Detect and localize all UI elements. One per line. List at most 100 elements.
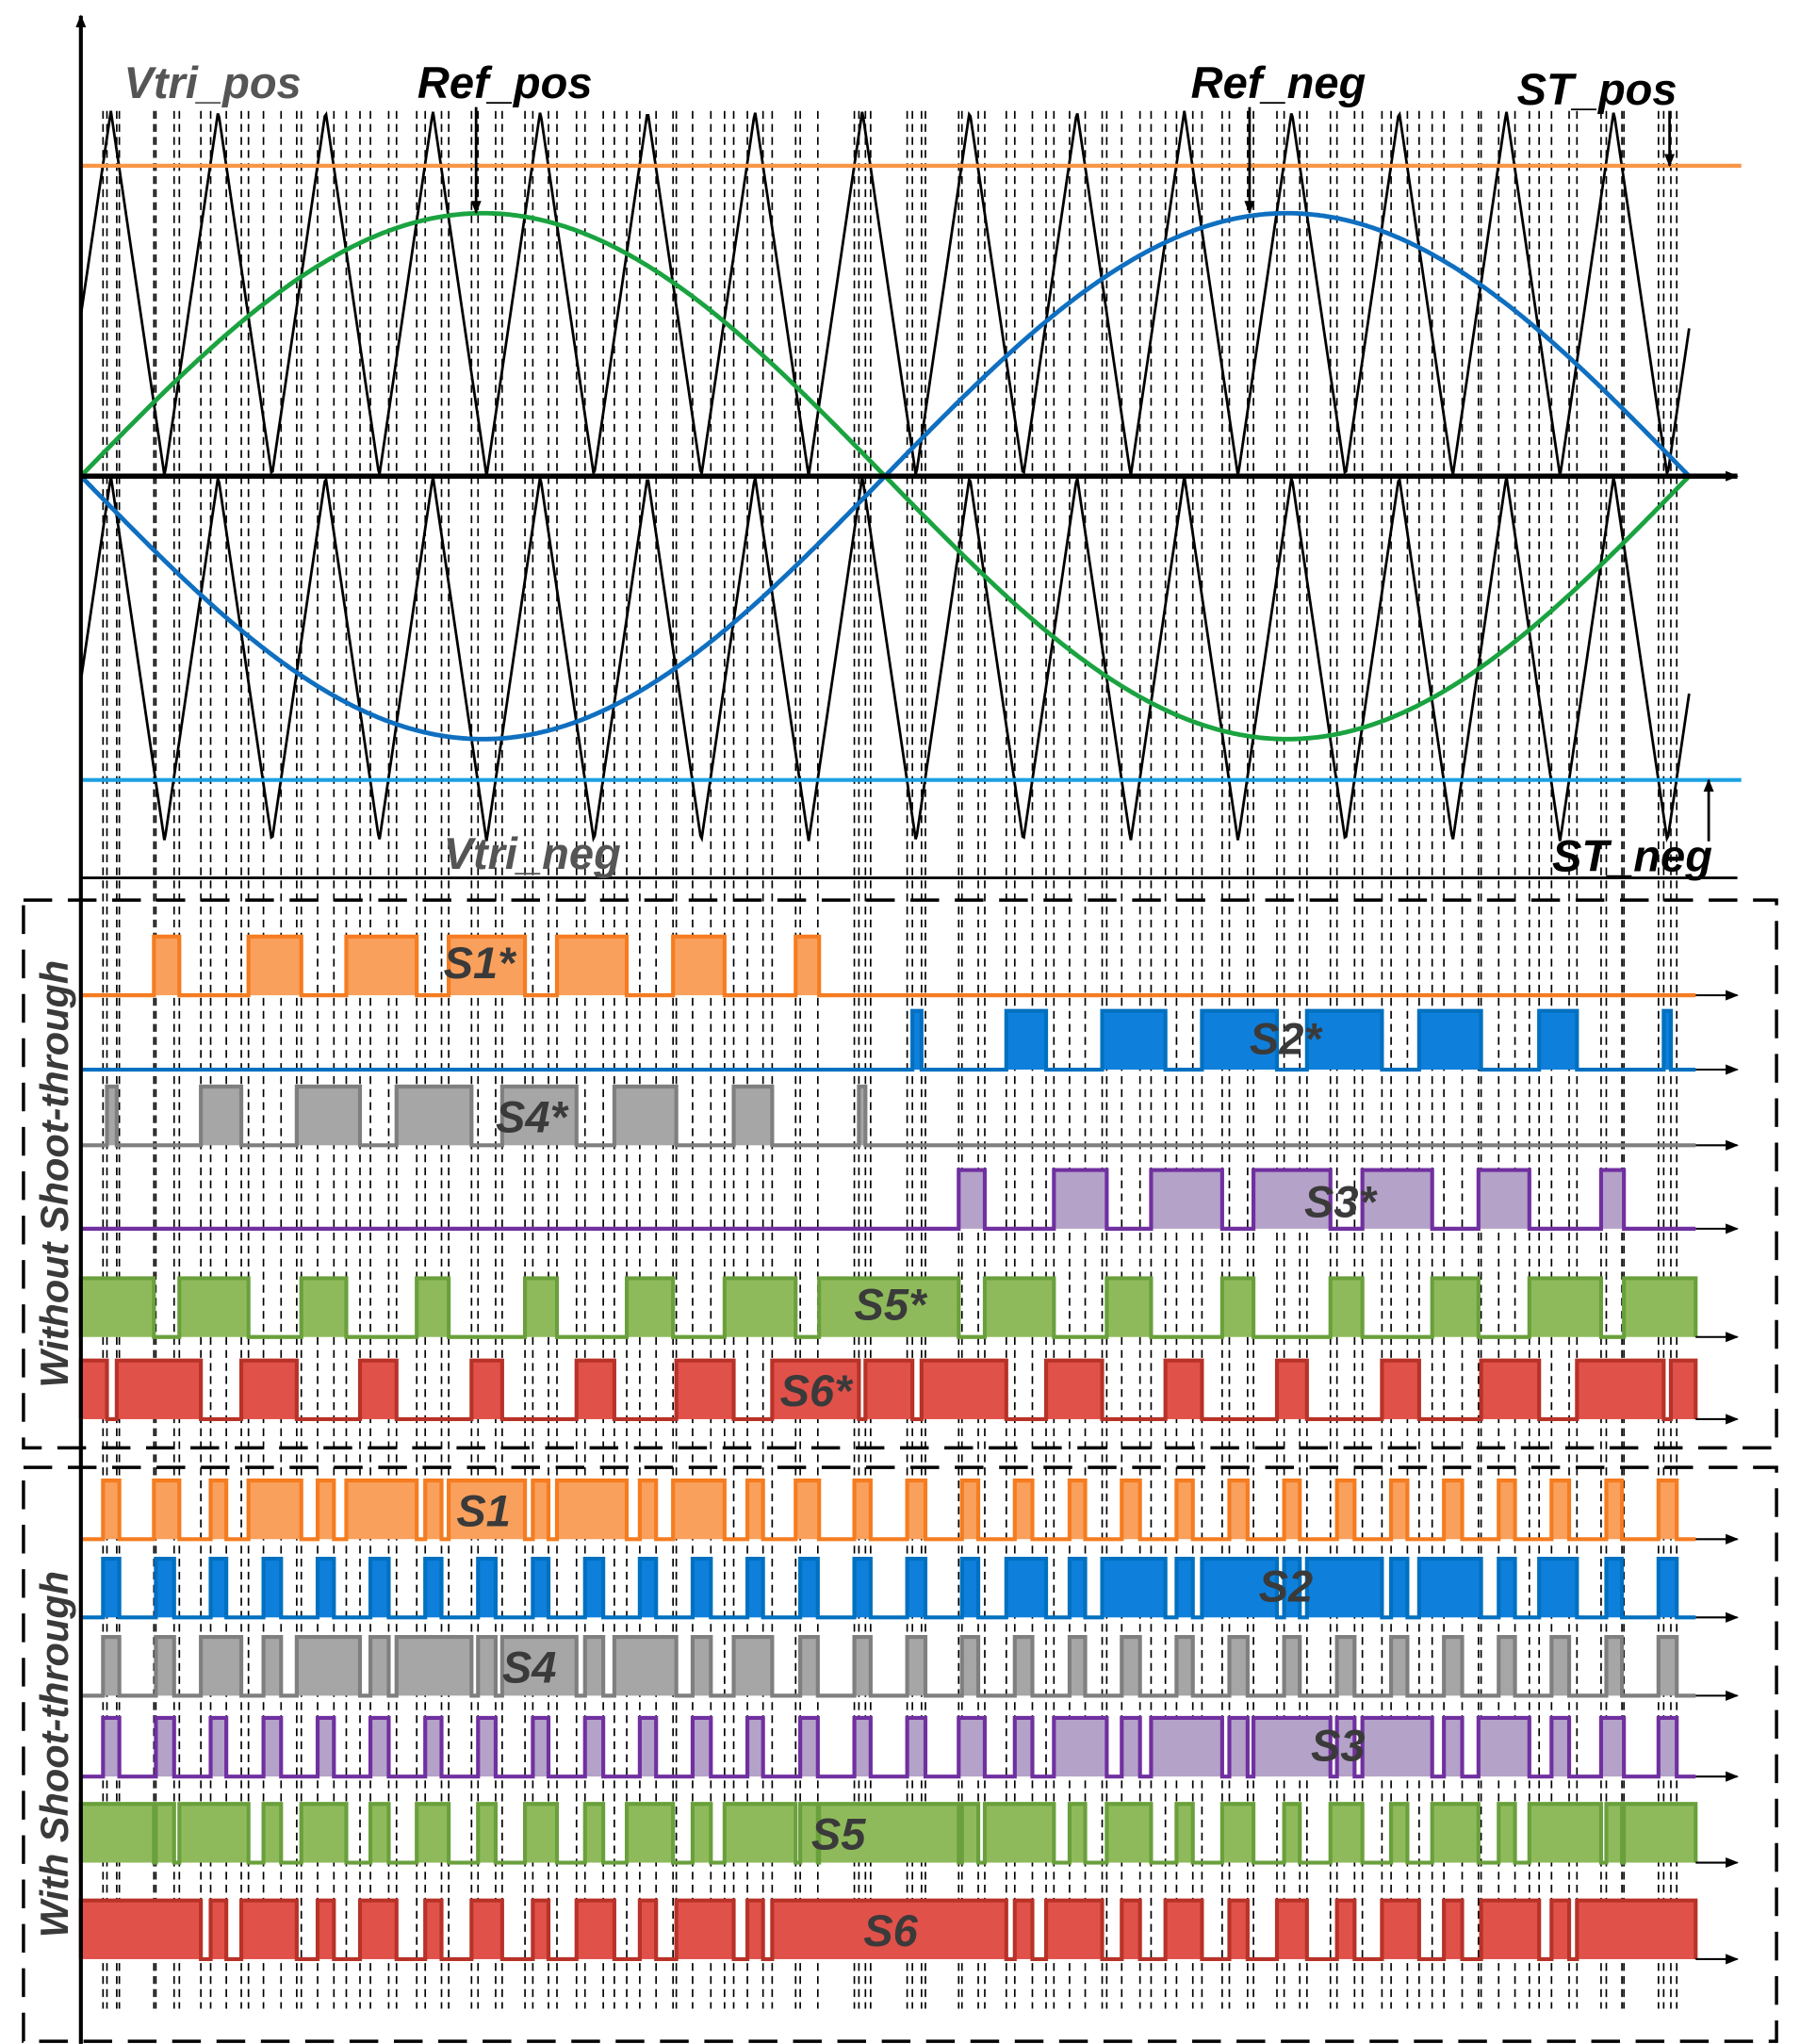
gate-signal-st-pulse [1229, 1480, 1248, 1540]
gate-signal-st-pulse [1391, 1559, 1408, 1618]
gate-signal-st-pulse [103, 1559, 120, 1618]
gate-signal-st-pulse [800, 1559, 818, 1618]
gate-signal-st-pulse [958, 1717, 985, 1777]
gate-signal-st-trace [78, 1802, 1698, 1865]
gate-signal-st-pulse [676, 1900, 734, 1959]
gate-signal-pulse [859, 1087, 866, 1146]
gate-signal-pulse [556, 936, 628, 996]
gate-signal-st-pulse [1498, 1804, 1515, 1863]
gate-signal-st-pulse [1600, 1717, 1625, 1777]
gate-signal-st-pulse [733, 1637, 773, 1696]
gate-signal-pulse [1362, 1169, 1432, 1229]
gate-signal-pulse [301, 1278, 347, 1337]
gate-signal-st-pulse [1121, 1480, 1140, 1540]
gate-signal-st-pulse [1478, 1717, 1530, 1777]
gate-signal-st-pulse [525, 1804, 557, 1863]
signal-label: S6 [863, 1905, 918, 1955]
group-box [22, 1465, 1778, 2043]
gate-signal-st-pulse [370, 1559, 389, 1618]
gate-signal-pulse [179, 1278, 249, 1337]
gate-signal-pulse [417, 1278, 450, 1337]
gate-signal-st-pulse [263, 1804, 282, 1863]
gate-signal-st-pulse [318, 1900, 335, 1959]
gate-signal-st-pulse [301, 1804, 347, 1863]
gate-signal-st-pulse [1202, 1559, 1277, 1618]
gate-signal-pulse [1102, 1010, 1166, 1071]
gate-signal-st-pulse [210, 1559, 227, 1618]
gate-signal-st-pulse [396, 1637, 472, 1696]
gate-signal-st-pulse [1539, 1559, 1578, 1618]
gate-signal-pulse [1054, 1169, 1107, 1229]
gate-signal-pulse [80, 1278, 155, 1337]
gate-signal-st-pulse [1382, 1900, 1419, 1959]
gate-signal-st-pulse [1658, 1480, 1677, 1540]
gate-signal-st-pulse [248, 1480, 302, 1540]
gate-signal-st-pulse [532, 1559, 548, 1618]
gate-signal-st-trace [80, 1715, 1696, 1779]
gate-signal-st-pulse [296, 1637, 360, 1696]
gate-signal-pulse [1432, 1278, 1479, 1337]
gate-signal-st-pulse [1221, 1804, 1254, 1863]
gate-signal-st-pulse [1577, 1900, 1696, 1959]
gate-signal-st-pulse [1551, 1717, 1570, 1777]
gate-signal-pulse [1382, 1360, 1419, 1419]
signal-label: S2* [1250, 1013, 1324, 1063]
gate-signal-pulse [396, 1087, 472, 1146]
gate-signal-st-pulse [370, 1804, 389, 1863]
signal-label: S5 [811, 1809, 866, 1859]
gate-signal-st-pulse [1253, 1717, 1331, 1777]
gate-signal-st-pulse [854, 1717, 871, 1777]
gate-signal-st-pulse [692, 1717, 712, 1777]
gate-signal-st-pulse [103, 1717, 120, 1777]
gate-signal-st-pulse [907, 1480, 925, 1540]
gate-signal-st-pulse [819, 1804, 959, 1863]
gate-signal-pulse [1253, 1169, 1331, 1229]
gate-signal-st-pulse [1391, 1480, 1408, 1540]
gate-signal-st-pulse [1391, 1637, 1408, 1696]
gate-signal-st-pulse [724, 1804, 796, 1863]
gate-signal-trace [80, 1008, 1696, 1072]
gate-signal-st-pulse [1498, 1637, 1515, 1696]
gate-signal-pulse [1106, 1278, 1152, 1337]
gate-signal-st-pulse [907, 1717, 925, 1777]
gate-signal-pulse [116, 1360, 202, 1419]
gate-signal-st-pulse [241, 1900, 297, 1959]
gate-signal-pulse [1330, 1278, 1363, 1337]
gate-signal-st-pulse [1176, 1804, 1193, 1863]
gate-signal-st-pulse [1306, 1559, 1383, 1618]
gate-signal-pulse [1481, 1360, 1540, 1419]
carrier-label: Vtri_neg [444, 828, 621, 878]
gate-signal-st-pulse [907, 1637, 925, 1696]
gate-signal-pulse [1539, 1010, 1578, 1071]
gate-signal-pulse [471, 1360, 502, 1419]
gate-signal-pulse [1276, 1360, 1307, 1419]
signal-label: S3* [1304, 1176, 1379, 1226]
gate-signal-st-pulse [961, 1559, 979, 1618]
gate-signal-st-pulse [1658, 1717, 1677, 1777]
gate-signal-st-pulse [1606, 1637, 1623, 1696]
gate-signal-st-pulse [1551, 1637, 1570, 1696]
gate-signal-st-trace [80, 1556, 1696, 1620]
gate-signal-pulse [576, 1360, 614, 1419]
gate-signal-st-pulse [210, 1717, 227, 1777]
gate-signal-pulse [724, 1278, 796, 1337]
gate-signal-st-pulse [103, 1637, 120, 1696]
gate-signal-st-pulse [1176, 1637, 1193, 1696]
gate-signal-st-pulse [201, 1637, 242, 1696]
gate-signal-st-pulse [673, 1480, 725, 1540]
signal-label: S4 [502, 1643, 557, 1692]
gate-signal-st-pulse [1336, 1900, 1355, 1959]
gate-signal-pulse [1046, 1360, 1103, 1419]
gate-signal-st-pulse [1102, 1559, 1166, 1618]
gate-signal-pulse [627, 1278, 674, 1337]
shoot-through-label: ST_neg [1552, 831, 1712, 881]
gate-signal-pulse [1663, 1010, 1671, 1071]
gate-signal-st-pulse [584, 1559, 604, 1618]
gate-signal-st-pulse [584, 1804, 604, 1863]
gate-signal-st-pulse [1069, 1480, 1086, 1540]
gate-signal-st-pulse [155, 1637, 174, 1696]
gate-signal-st-pulse [1330, 1804, 1363, 1863]
gate-signal-trace [80, 1168, 1696, 1231]
gate-signal-pulse [1418, 1010, 1481, 1071]
gate-signal-pulse [1202, 1010, 1277, 1071]
